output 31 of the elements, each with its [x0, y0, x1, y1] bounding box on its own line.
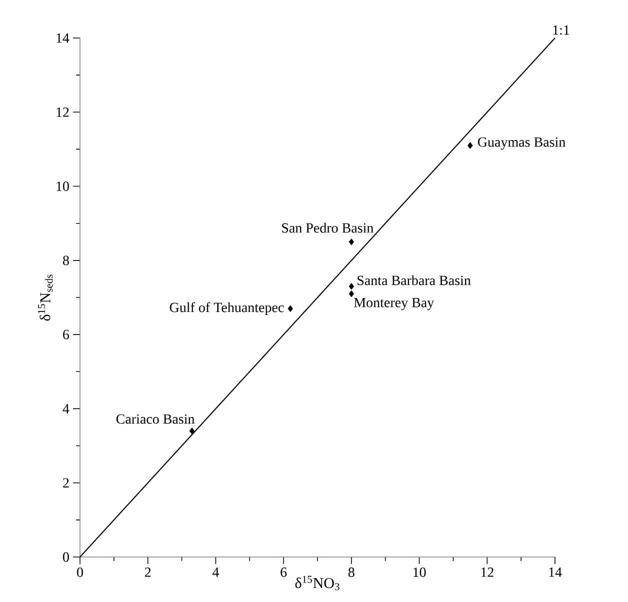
x-tick-label: 8 [348, 568, 354, 577]
point [288, 305, 293, 312]
y-tick-label: 12 [56, 108, 69, 117]
x-tick-label: 6 [280, 568, 287, 577]
y-tick-label: 4 [62, 404, 70, 414]
annotation: Santa Barbara Basin [358, 275, 471, 286]
x-tick-label: 10 [414, 568, 426, 577]
x-tick-label: 0 [77, 568, 83, 577]
x-tick-label: 12 [481, 568, 494, 577]
annotation: Gulf of Tehuantepec [170, 302, 284, 316]
annotation: Monterey Bay [354, 298, 434, 310]
annotation: Guaymas Basin [478, 137, 566, 150]
y-tick-label: 8 [63, 256, 69, 266]
x-tick-label: 14 [549, 568, 562, 577]
point [468, 142, 473, 149]
x-axis-title: δ$^{15}$NO$_{3}$ [295, 576, 340, 590]
y-tick-label: 2 [63, 478, 69, 488]
annotation: San Pedro Basin [282, 222, 374, 233]
y-tick-label: 14 [56, 33, 70, 43]
point [348, 290, 354, 298]
y-tick-label: 10 [56, 182, 69, 192]
x-tick-label: 4 [212, 568, 220, 577]
point [348, 238, 354, 246]
point [348, 282, 354, 290]
y-tick-label: 0 [63, 552, 69, 562]
point [189, 428, 195, 434]
x-tick-label: 2 [144, 568, 151, 577]
annotation: 1:1 [553, 25, 570, 35]
y-axis-title: δ$^{15}$N$_{seds}$ [38, 274, 53, 321]
annotation: Cariaco Basin [116, 414, 195, 424]
y-tick-label: 6 [63, 330, 70, 340]
